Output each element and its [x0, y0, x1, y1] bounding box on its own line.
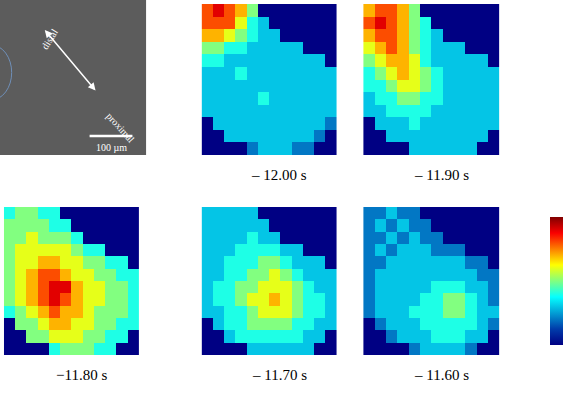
- svg-text:100 µm: 100 µm: [96, 142, 127, 153]
- svg-text:proximal: proximal: [104, 110, 136, 144]
- svg-text:– 11.60 s: – 11.60 s: [414, 367, 469, 383]
- svg-text:– 12.00 s: – 12.00 s: [251, 167, 307, 183]
- svg-text:−11.80 s: −11.80 s: [56, 367, 107, 383]
- svg-text:– 11.90 s: – 11.90 s: [414, 167, 469, 183]
- svg-text:distal: distal: [39, 27, 60, 51]
- svg-text:– 11.70 s: – 11.70 s: [252, 367, 307, 383]
